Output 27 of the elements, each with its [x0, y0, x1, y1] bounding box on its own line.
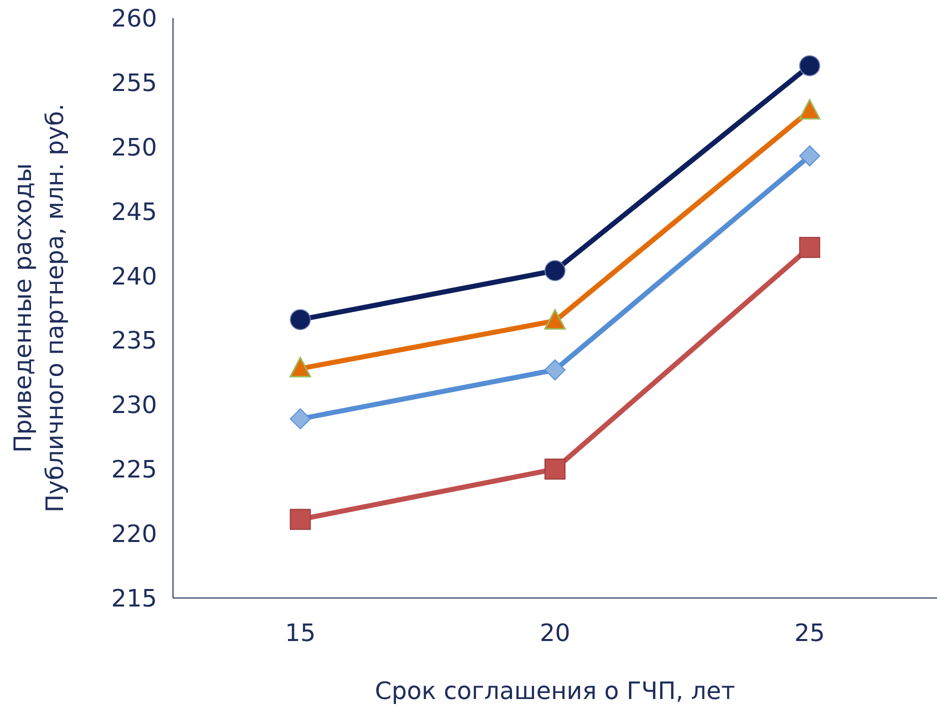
point	[290, 356, 312, 378]
y-tick-label: 230	[111, 391, 157, 420]
point	[544, 359, 566, 380]
point	[799, 55, 820, 76]
x-tick-label: 15	[285, 619, 316, 648]
point	[544, 309, 566, 330]
x-axis-title: Срок соглашения о ГЧП, лет	[374, 677, 736, 705]
y-tick-label: 235	[111, 326, 157, 355]
y-tick-label: 240	[111, 262, 157, 290]
y-tick-label: 225	[111, 456, 157, 484]
y-tick-label: 245	[111, 198, 157, 226]
y-tick-label: 215	[111, 584, 157, 613]
y-axis-title: Приведенные расходы Публичного партнера, млн. руб.	[9, 104, 69, 512]
point	[290, 309, 311, 330]
point	[290, 508, 311, 530]
y-tick-label: 255	[111, 68, 157, 97]
point	[799, 145, 820, 166]
x-tick-label: 20	[540, 619, 570, 648]
x-tick-label: 25	[794, 619, 825, 648]
point	[544, 458, 566, 480]
y-tick-label: 250	[111, 133, 157, 162]
point	[544, 260, 566, 282]
y-tick-label: 220	[111, 520, 157, 548]
point	[798, 99, 820, 120]
y-tick-label: 260	[111, 4, 157, 33]
point	[799, 236, 820, 258]
point	[290, 408, 311, 430]
